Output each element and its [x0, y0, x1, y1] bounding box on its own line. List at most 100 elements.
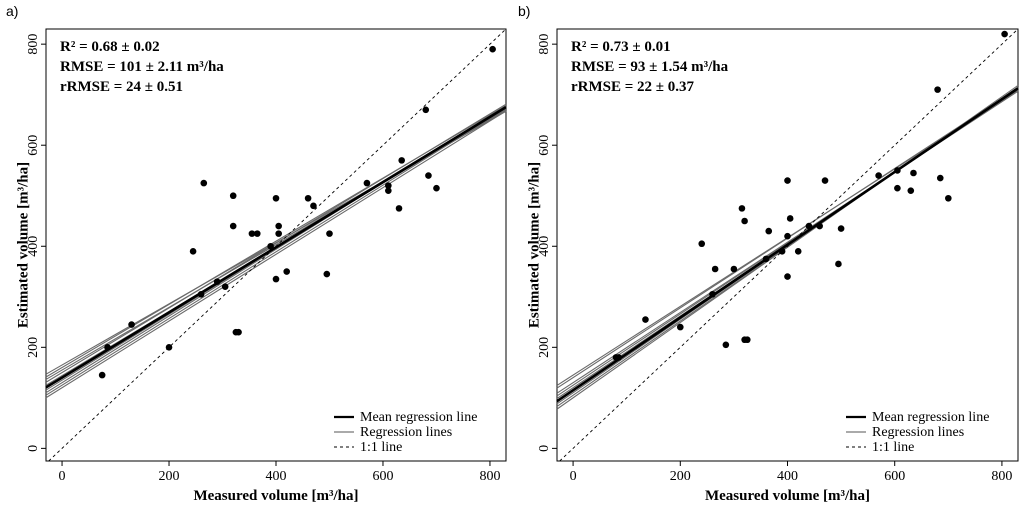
data-point	[894, 184, 901, 192]
data-point	[128, 321, 135, 328]
data-point	[894, 167, 901, 174]
stats-block: R² = 0.73 ± 0.01 RMSE = 93 ± 1.54 m³/ha …	[571, 39, 729, 95]
regression-line	[45, 110, 507, 399]
y-tick-label: 600	[26, 135, 41, 156]
x-tick-label: 400	[777, 469, 798, 484]
identity-line	[559, 28, 1019, 462]
data-point	[248, 230, 256, 237]
x-tick-label: 0	[59, 469, 66, 484]
panel-a: a) 0 200 400 600 800 0 200 400 600 800 Measured …	[6, 3, 507, 504]
data-point	[425, 172, 432, 179]
data-point	[200, 179, 208, 187]
data-point	[910, 169, 917, 177]
data-point	[786, 215, 794, 222]
x-axis-ticks: 0 200 400 600 800	[59, 461, 500, 484]
data-point	[615, 354, 622, 361]
x-tick-label: 200	[159, 469, 180, 484]
y-tick-label: 800	[26, 34, 41, 55]
data-point	[765, 227, 773, 235]
panel-b: b) 0 200 400 600 800 0 200 400 600 800 Measured …	[518, 3, 1019, 504]
data-point	[275, 222, 282, 230]
data-point	[165, 344, 173, 351]
y-tick-label: 400	[26, 236, 41, 257]
data-point	[805, 222, 813, 230]
stat-r2: R² = 0.68 ± 0.02	[60, 39, 160, 55]
data-point	[272, 194, 280, 202]
x-axis-title: Measured volume [m³/ha]	[193, 488, 358, 504]
y-tick-label: 200	[26, 337, 41, 358]
data-point	[784, 273, 791, 280]
data-point	[743, 336, 751, 344]
x-tick-label: 600	[372, 469, 393, 484]
data-points	[612, 30, 1008, 361]
data-point	[235, 328, 242, 336]
y-tick-label: 200	[537, 337, 552, 358]
data-point	[323, 270, 331, 278]
data-point	[762, 255, 770, 263]
regression-line	[45, 107, 507, 396]
x-tick-label: 600	[884, 469, 905, 484]
grid-and-lines	[556, 28, 1019, 462]
data-point	[229, 192, 237, 200]
data-point	[730, 265, 738, 273]
mean-regression-line	[45, 106, 507, 389]
data-point	[267, 242, 274, 250]
data-points	[98, 45, 496, 379]
y-axis-title: Estimated volume [m³/ha]	[526, 162, 542, 328]
data-point	[642, 316, 649, 323]
data-point	[422, 106, 430, 114]
data-point	[936, 174, 944, 182]
y-tick-label: 0	[26, 445, 41, 452]
panel-label: b)	[518, 3, 530, 19]
data-point	[835, 260, 842, 268]
data-point	[1001, 30, 1008, 38]
data-point	[489, 45, 496, 53]
data-point	[310, 202, 317, 210]
stats-block: R² = 0.68 ± 0.02 RMSE = 101 ± 2.11 m³/ha…	[60, 39, 224, 95]
y-tick-label: 0	[537, 445, 552, 452]
x-tick-label: 0	[570, 469, 577, 484]
data-point	[741, 217, 748, 225]
data-point	[385, 182, 392, 189]
identity-line	[48, 28, 507, 462]
legend-label-identity: 1:1 line	[872, 440, 914, 455]
data-point	[189, 248, 197, 255]
data-point	[229, 222, 237, 230]
legend-label-identity: 1:1 line	[360, 440, 402, 455]
stat-rrmse: rRMSE = 22 ± 0.37	[571, 79, 695, 95]
data-point	[816, 222, 823, 230]
legend: Mean regression line Regression lines 1:…	[334, 410, 477, 455]
data-point	[738, 205, 746, 212]
data-point	[197, 290, 205, 298]
data-point	[363, 179, 371, 187]
grid-and-lines	[45, 28, 507, 462]
data-point	[794, 248, 802, 255]
x-tick-label: 800	[991, 469, 1012, 484]
data-point	[283, 268, 290, 275]
x-tick-label: 200	[670, 469, 691, 484]
legend-label-regression: Regression lines	[360, 425, 452, 440]
panel-label: a)	[6, 3, 18, 19]
x-tick-label: 400	[266, 469, 287, 484]
data-point	[213, 278, 221, 285]
y-tick-label: 600	[537, 135, 552, 156]
data-point	[711, 265, 719, 273]
data-point	[221, 283, 229, 290]
data-point	[784, 177, 791, 184]
x-axis-title: Measured volume [m³/ha]	[705, 488, 870, 504]
data-point	[104, 344, 111, 351]
data-point	[784, 232, 791, 240]
data-point	[385, 187, 392, 194]
data-point	[433, 184, 440, 192]
stat-rmse: RMSE = 93 ± 1.54 m³/ha	[571, 59, 729, 75]
data-point	[709, 290, 716, 298]
stat-r2: R² = 0.73 ± 0.01	[571, 39, 671, 55]
y-axis-ticks: 0 200 400 600 800	[537, 34, 557, 452]
legend-label-regression: Regression lines	[872, 425, 964, 440]
x-tick-label: 800	[479, 469, 500, 484]
data-point	[907, 187, 915, 194]
legend: Mean regression line Regression lines 1:…	[846, 410, 989, 455]
data-point	[676, 323, 684, 331]
x-axis-ticks: 0 200 400 600 800	[570, 461, 1012, 484]
